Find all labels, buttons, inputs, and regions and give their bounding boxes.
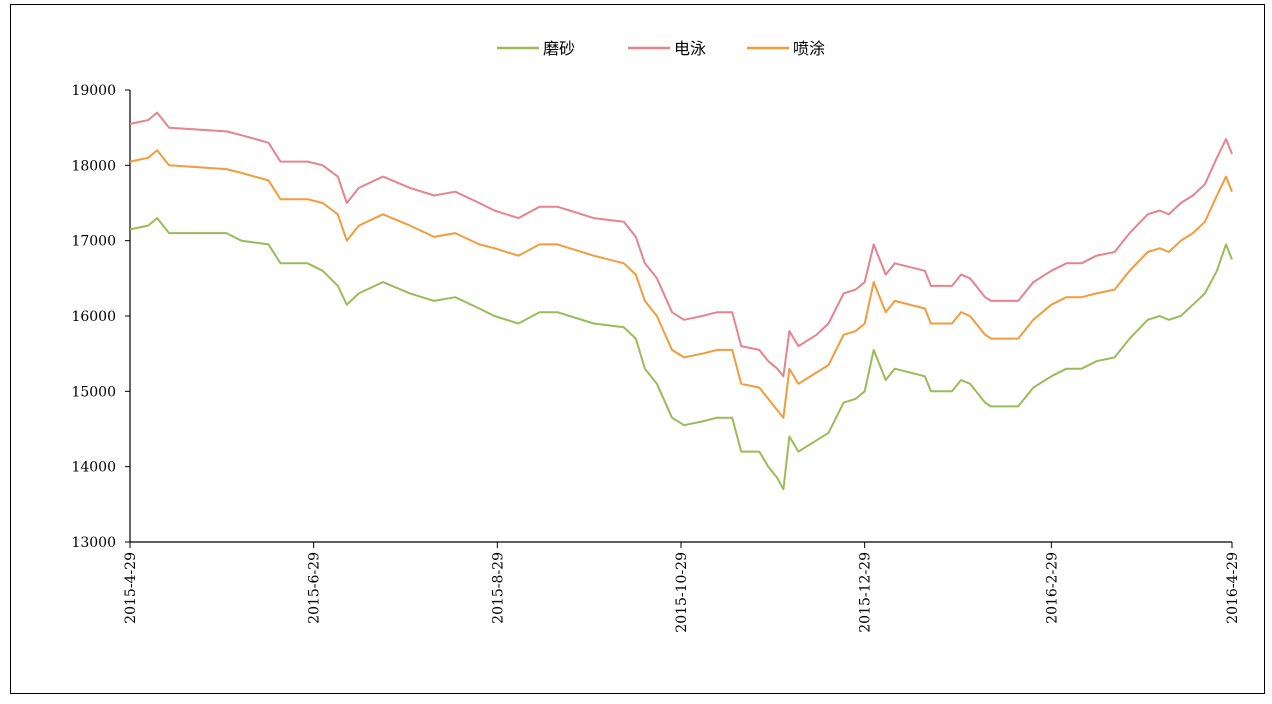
x-tick-label: 2015-6-29 <box>307 552 323 624</box>
y-tick-label: 13000 <box>71 535 116 551</box>
y-tick-label: 14000 <box>71 460 116 476</box>
x-tick-label: 2015-8-29 <box>490 552 506 624</box>
y-tick-label: 19000 <box>71 83 116 99</box>
x-tick-label: 2015-4-29 <box>123 552 139 624</box>
series-line-1 <box>129 217 1233 491</box>
chart-frame <box>10 4 1265 694</box>
series-line-3 <box>129 149 1233 419</box>
y-tick-label: 16000 <box>71 309 116 325</box>
x-tick-label: 2015-12-29 <box>858 552 874 633</box>
legend-label-2: 电泳 <box>674 39 706 58</box>
y-tick-label: 17000 <box>71 234 116 250</box>
y-tick-label: 18000 <box>71 158 116 174</box>
series-line-2 <box>129 111 1233 378</box>
x-tick-label: 2015-10-29 <box>674 552 690 633</box>
legend-label-1: 磨砂 <box>543 39 575 58</box>
x-tick-label: 2016-2-29 <box>1044 552 1060 624</box>
y-tick-label: 15000 <box>71 384 116 400</box>
legend-label-3: 喷涂 <box>793 39 825 58</box>
x-tick-label: 2016-4-29 <box>1225 552 1241 624</box>
